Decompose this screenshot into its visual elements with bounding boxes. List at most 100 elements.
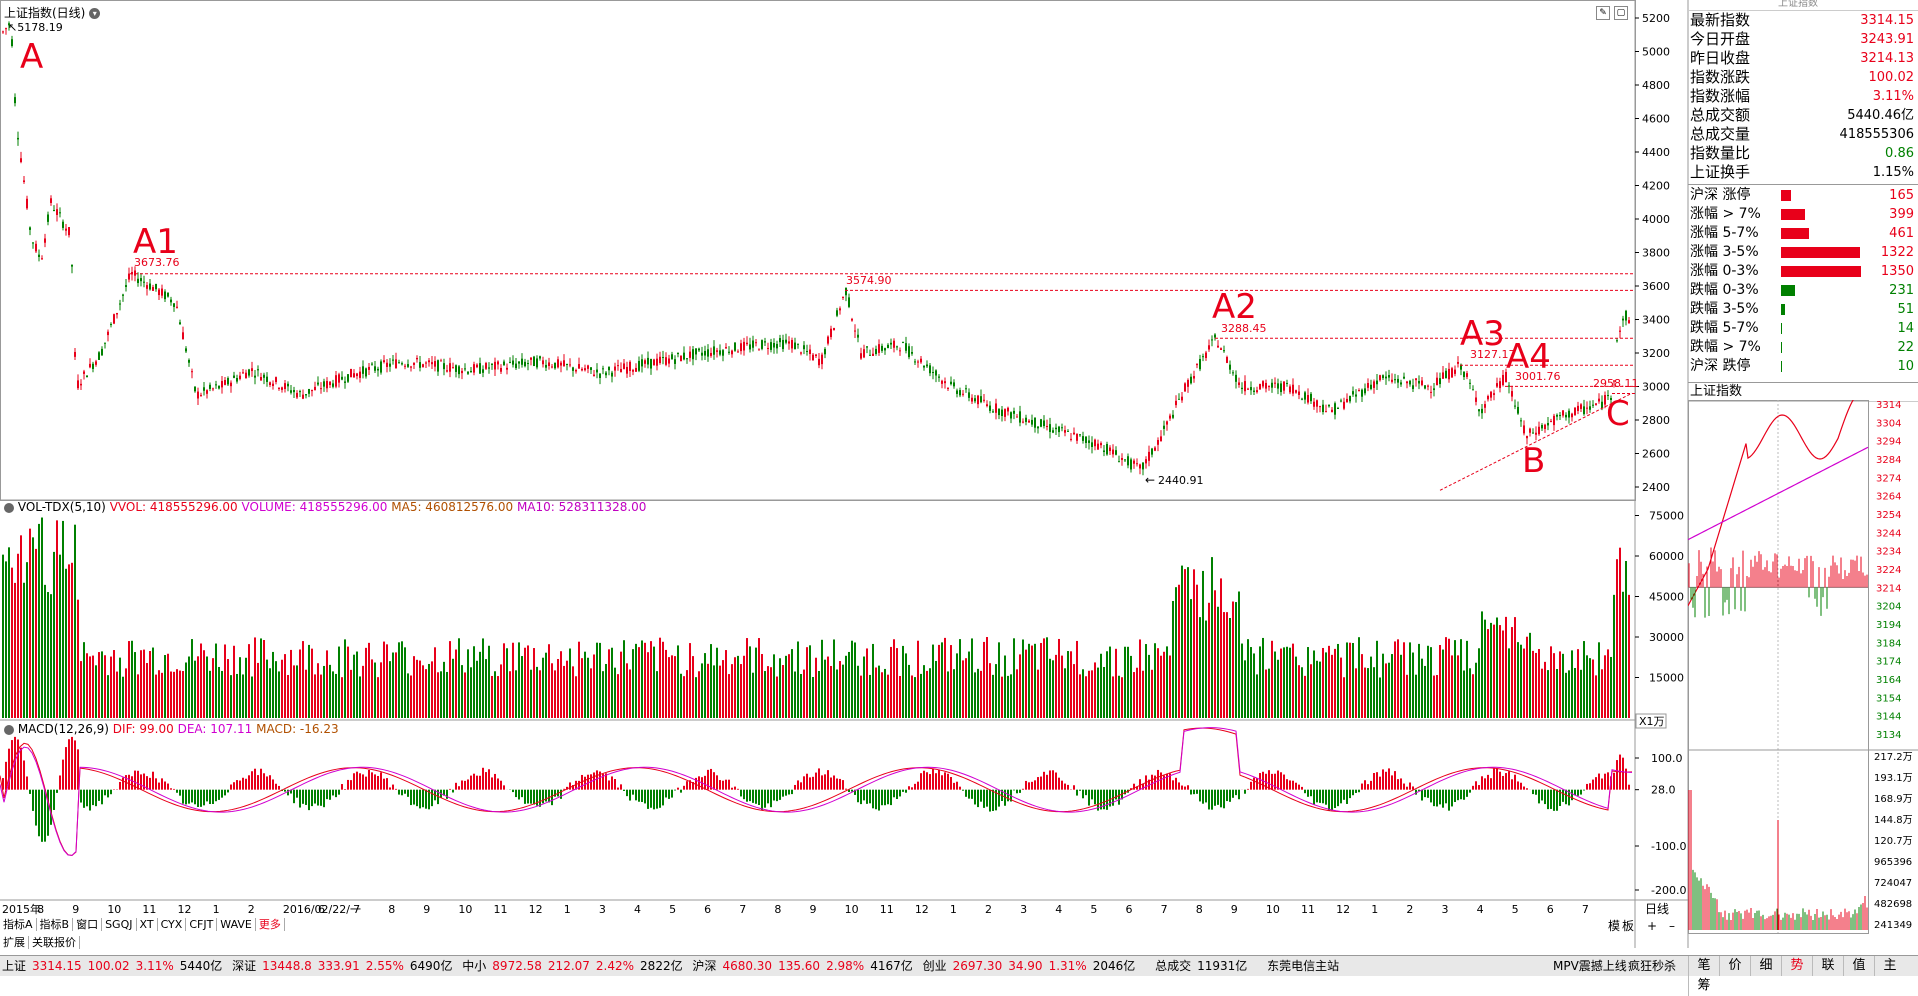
breadth-label: 沪深 跌停 (1690, 358, 1751, 374)
date-tick: 7 (353, 903, 360, 916)
breadth-value: 461 (1889, 226, 1914, 241)
breadth-row: 涨幅 0-3% 1350 (1688, 262, 1918, 281)
date-tick: 9 (810, 903, 817, 916)
side-tab[interactable]: 势 (1781, 956, 1812, 976)
date-tick: 12 (915, 903, 929, 916)
extension-tab[interactable]: 关联报价 (29, 936, 80, 949)
broker-name[interactable]: 东莞电信主站 (1267, 959, 1340, 973)
stat-value: 3214.13 (1860, 51, 1914, 66)
date-tick: 5 (669, 903, 676, 916)
side-tab[interactable]: 值 (1843, 956, 1874, 976)
indicator-tab[interactable]: 指标A (0, 918, 37, 931)
mpv-link[interactable]: MPV震撼上线 (1553, 959, 1627, 973)
breadth-bar (1781, 209, 1805, 220)
sz-name[interactable]: 深证 (232, 959, 257, 973)
kline-chart[interactable]: 5200 5000 4800 4600 4400 4200 4000 3800 3600 3400… (0, 0, 1918, 948)
hs-name[interactable]: 沪深 (692, 959, 717, 973)
volume-indicator-name[interactable]: VOL-TDX(5,10) (17, 500, 106, 514)
stat-row: 总成交额 5440.46亿 (1688, 106, 1918, 125)
stat-label: 总成交量 (1690, 125, 1751, 143)
chart-title[interactable]: 上证指数(日线) ▾ (4, 4, 101, 21)
date-tick: 7 (1582, 903, 1589, 916)
intraday-vol-tick: 241349 (1874, 920, 1912, 931)
date-tick: 2 (1406, 903, 1413, 916)
peak-marker: ↖5178.19 (8, 21, 63, 34)
intraday-tick: 3154 (1876, 693, 1901, 704)
indicator-tab[interactable]: XT (137, 918, 158, 931)
indicator-tab[interactable]: 更多 (256, 918, 285, 931)
side-tab[interactable]: 价 (1719, 956, 1750, 976)
date-tick: 6 (704, 903, 711, 916)
date-tick: 5 (1090, 903, 1097, 916)
divider (1688, 184, 1918, 185)
stat-label: 总成交额 (1690, 106, 1751, 124)
sh-val: 3314.15 (32, 959, 82, 973)
extension-tab[interactable]: 扩展 (0, 936, 29, 949)
cy-amt: 2046亿 (1092, 959, 1136, 973)
price-tick: 4600 (1642, 113, 1670, 126)
macd-tick: 100.0 (1651, 752, 1683, 765)
intraday-tick: 3244 (1876, 528, 1901, 539)
side-tab[interactable]: 细 (1750, 956, 1781, 976)
side-tab[interactable]: 主 (1874, 956, 1905, 976)
sh-chg: 100.02 (87, 959, 130, 973)
side-tab[interactable]: 笔 (1688, 956, 1719, 976)
intraday-avg-line (1688, 446, 1869, 541)
crazy-link[interactable]: 疯狂秒杀 (1628, 959, 1677, 973)
maximize-icon[interactable]: ▢ (1613, 6, 1628, 20)
date-tick: 4 (1055, 903, 1062, 916)
zx-amt: 2822亿 (640, 959, 683, 973)
a1-value: 3673.76 (134, 256, 180, 269)
chevron-down-icon[interactable]: ▾ (89, 8, 101, 19)
scroll-label[interactable]: 板 (1622, 919, 1634, 933)
intraday-chart[interactable]: 3314 3304 3294 3284 3274 3264 3254 3244 3234 3224… (1688, 400, 1918, 945)
intraday-tick: 3164 (1876, 675, 1901, 686)
chart-area[interactable]: 5200 5000 4800 4600 4400 4200 4000 3800 3600 3400… (0, 0, 1918, 948)
zx-val: 8972.58 (492, 959, 542, 973)
indicator-tab[interactable]: CFJT (186, 918, 218, 931)
indicator-tab[interactable]: 指标B (37, 918, 74, 931)
window-controls: ✎ ▢ (1596, 4, 1628, 20)
breadth-bar (1781, 361, 1782, 372)
indicator-tab[interactable]: WAVE (217, 918, 256, 931)
macd-dif-line (0, 727, 1633, 856)
pen-icon[interactable]: ✎ (1596, 6, 1610, 20)
wave-label-b: B (1522, 441, 1545, 481)
total-label: 总成交 (1155, 959, 1192, 973)
breadth-bar (1781, 228, 1809, 239)
sh-name[interactable]: 上证 (2, 959, 27, 973)
peak-arrow-icon: ↖ (8, 21, 18, 34)
indicator-tab[interactable]: SGQJ (102, 918, 137, 931)
date-tick: 2016/02/22/一 (283, 903, 361, 916)
volume-ma5: MA5: 460812576.00 (391, 500, 514, 514)
volume-tick: 30000 (1649, 631, 1684, 644)
date-tick: 7 (1161, 903, 1168, 916)
price-tick: 2400 (1642, 481, 1670, 494)
scroll-label[interactable]: 模 (1608, 919, 1620, 933)
side-tab[interactable]: 筹 (1688, 976, 1719, 996)
date-tick: 4 (634, 903, 641, 916)
hs-chg: 135.60 (778, 959, 821, 973)
breadth-label: 涨幅 0-3% (1690, 263, 1759, 279)
breadth-label: 沪深 涨停 (1690, 187, 1751, 203)
zx-name[interactable]: 中小 (462, 959, 487, 973)
intraday-vol-tick: 120.7万 (1874, 836, 1913, 847)
intraday-tick: 3294 (1876, 437, 1901, 448)
side-tab[interactable]: 联 (1812, 956, 1843, 976)
zoom-out-icon[interactable]: – (1669, 919, 1675, 933)
price-tick: 5000 (1642, 46, 1670, 59)
date-tick: 3 (1020, 903, 1027, 916)
date-tick: 10 (845, 903, 859, 916)
price-tick: 4800 (1642, 79, 1670, 92)
intraday-tick: 3214 (1876, 583, 1901, 594)
settings-dot-icon[interactable] (4, 502, 14, 513)
indicator-tab[interactable]: 窗口 (73, 918, 103, 931)
period-label[interactable]: 日线 (1645, 902, 1669, 916)
side-tabs: 笔价细势联值主筹 (1688, 955, 1918, 996)
macd-indicator-name[interactable]: MACD(12,26,9) (17, 722, 109, 736)
zoom-in-icon[interactable]: + (1647, 919, 1657, 933)
cy-name[interactable]: 创业 (922, 959, 947, 973)
indicator-tab[interactable]: CYX (158, 918, 187, 931)
intraday-tick: 3184 (1876, 638, 1901, 649)
settings-dot-icon[interactable] (4, 724, 14, 735)
